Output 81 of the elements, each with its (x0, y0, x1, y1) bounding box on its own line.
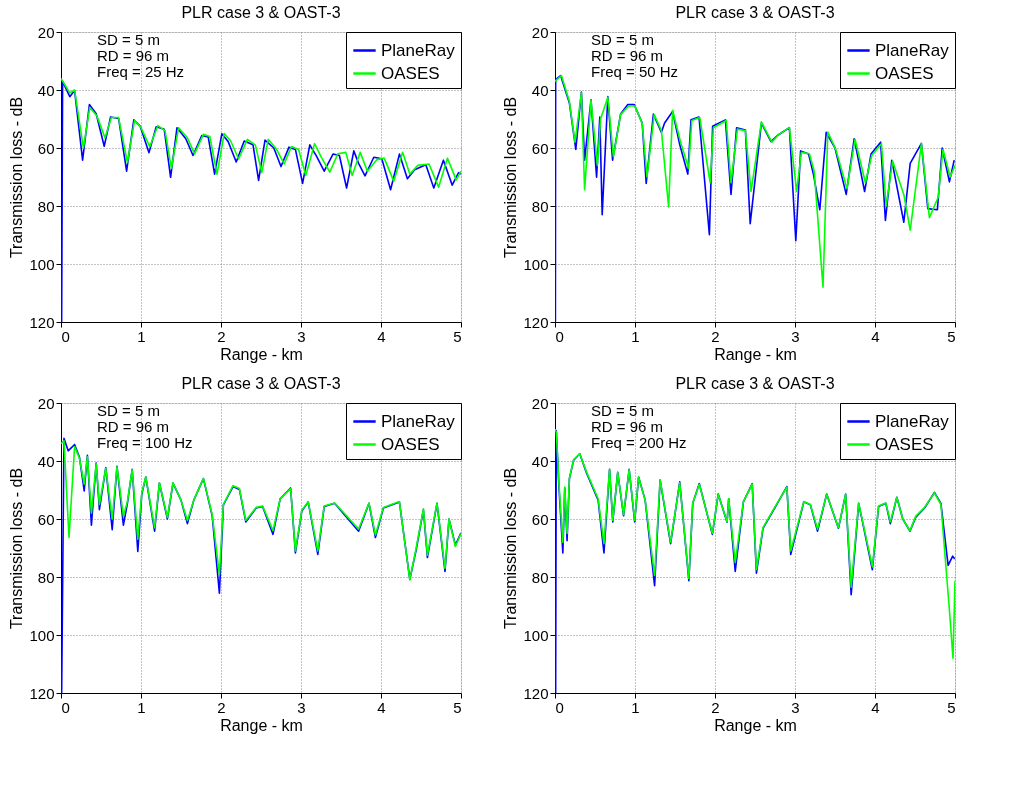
x-tick-label: 3 (297, 327, 306, 345)
annotation: RD = 96 m (591, 47, 664, 64)
y-tick-label: 80 (531, 568, 549, 586)
x-tick-label: 3 (791, 698, 800, 716)
x-tick-label: 5 (453, 698, 462, 716)
y-axis-title: Transmission loss - dB (502, 467, 520, 630)
legend-label: PlaneRay (875, 40, 950, 60)
legend-label: OASES (381, 434, 440, 454)
annotation: SD = 5 m (97, 402, 160, 419)
x-tick-label: 1 (631, 698, 640, 716)
x-axis-title: Range - km (714, 345, 797, 363)
x-tick-label: 1 (137, 327, 146, 345)
y-tick-label: 20 (37, 23, 55, 41)
y-tick-label: 100 (29, 626, 55, 644)
line-series (61, 439, 461, 581)
x-axis-title: Range - km (220, 345, 303, 363)
legend-label: PlaneRay (381, 411, 456, 431)
y-tick-label: 60 (531, 139, 549, 157)
annotation: Freq = 100 Hz (97, 434, 193, 451)
legend-label: OASES (875, 63, 934, 83)
annotation: RD = 96 m (97, 418, 170, 435)
x-tick-label: 4 (377, 698, 386, 716)
annotation: SD = 5 m (591, 402, 654, 419)
y-tick-label: 20 (531, 394, 549, 412)
annotation: Freq = 200 Hz (591, 434, 687, 451)
y-tick-label: 100 (523, 255, 549, 273)
x-tick-label: 5 (947, 327, 956, 345)
x-tick-label: 2 (711, 698, 720, 716)
annotation: Freq = 50 Hz (591, 63, 679, 80)
annotation: RD = 96 m (97, 47, 170, 64)
y-tick-label: 100 (523, 626, 549, 644)
x-tick-label: 1 (631, 327, 640, 345)
annotation: SD = 5 m (97, 31, 160, 48)
y-tick-label: 40 (37, 81, 55, 99)
y-tick-label: 100 (29, 255, 55, 273)
legend-label: PlaneRay (875, 411, 950, 431)
x-tick-label: 1 (137, 698, 146, 716)
y-tick-label: 20 (531, 23, 549, 41)
chart-title: PLR case 3 & OAST-3 (675, 4, 835, 21)
y-tick-label: 120 (523, 684, 549, 702)
x-tick-label: 2 (217, 698, 226, 716)
y-tick-label: 120 (29, 684, 55, 702)
y-tick-label: 80 (37, 568, 55, 586)
chart-title: PLR case 3 & OAST-3 (675, 375, 835, 392)
legend-label: OASES (381, 63, 440, 83)
x-axis-title: Range - km (220, 716, 303, 734)
legend-label: OASES (875, 434, 934, 454)
x-tick-label: 0 (61, 698, 70, 716)
x-tick-label: 0 (555, 327, 564, 345)
y-tick-label: 80 (37, 197, 55, 215)
legend-label: PlaneRay (381, 40, 456, 60)
y-axis-title: Transmission loss - dB (502, 96, 520, 259)
x-tick-label: 3 (297, 698, 306, 716)
annotation: RD = 96 m (591, 418, 664, 435)
x-tick-label: 4 (377, 327, 386, 345)
x-tick-label: 0 (555, 698, 564, 716)
y-tick-label: 20 (37, 394, 55, 412)
x-tick-label: 2 (711, 327, 720, 345)
y-tick-label: 60 (37, 510, 55, 528)
y-axis-title: Transmission loss - dB (8, 467, 26, 630)
x-axis-title: Range - km (714, 716, 797, 734)
y-tick-label: 120 (523, 313, 549, 331)
x-tick-label: 4 (871, 698, 880, 716)
chart-title: PLR case 3 & OAST-3 (181, 375, 341, 392)
x-tick-label: 5 (947, 698, 956, 716)
y-tick-label: 40 (531, 81, 549, 99)
annotation: Freq = 25 Hz (97, 63, 185, 80)
x-tick-label: 4 (871, 327, 880, 345)
y-axis-title: Transmission loss - dB (8, 96, 26, 259)
x-tick-label: 5 (453, 327, 462, 345)
y-tick-label: 80 (531, 197, 549, 215)
chart-title: PLR case 3 & OAST-3 (181, 4, 341, 21)
y-tick-label: 120 (29, 313, 55, 331)
annotation: SD = 5 m (591, 31, 654, 48)
y-tick-label: 40 (531, 452, 549, 470)
x-tick-label: 2 (217, 327, 226, 345)
x-tick-label: 0 (61, 327, 70, 345)
y-tick-label: 40 (37, 452, 55, 470)
y-tick-label: 60 (531, 510, 549, 528)
x-tick-label: 3 (791, 327, 800, 345)
y-tick-label: 60 (37, 139, 55, 157)
